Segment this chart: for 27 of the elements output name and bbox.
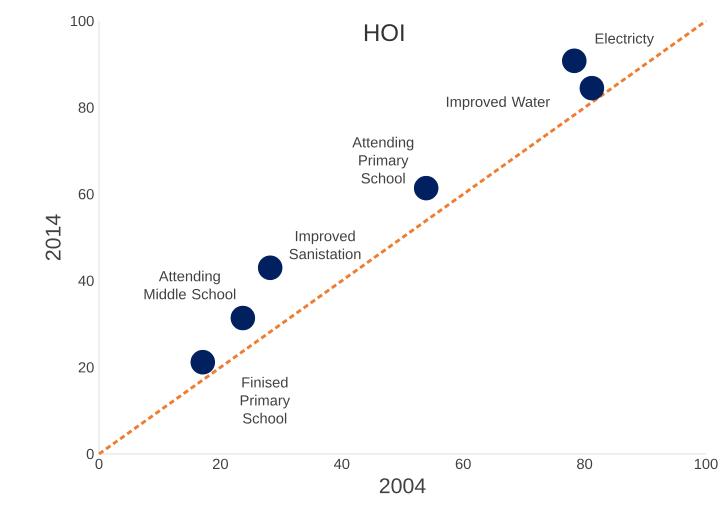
x-tick-label: 60	[456, 458, 471, 470]
annotation: Electricty	[596, 32, 654, 47]
y-tick-label: 100	[70, 16, 94, 26]
annotation: Attending Middle School	[144, 270, 236, 300]
x-tick-label: 80	[577, 458, 592, 470]
x-tick-label: 20	[212, 458, 228, 470]
annotation: Attending Primary School	[352, 136, 414, 184]
annotation: Improved Water	[446, 96, 550, 110]
y-tick-label: 40	[78, 276, 94, 286]
y-tick-label: 20	[78, 362, 94, 373]
y-tick-label: 0	[86, 448, 94, 460]
annotation: Finised Primary School	[240, 376, 290, 424]
point	[414, 176, 438, 200]
x-tick-label: 40	[334, 458, 350, 470]
point	[190, 350, 216, 374]
y-tick-label: 80	[78, 102, 94, 113]
x-tick-label: 0	[95, 458, 102, 470]
annotation: Improved Sanistation	[290, 230, 360, 260]
point	[258, 256, 282, 280]
point	[562, 48, 587, 74]
x-axis-title: 2004	[380, 478, 426, 494]
point	[230, 306, 256, 330]
point	[580, 76, 604, 100]
y-tick-label: 60	[78, 189, 94, 200]
chart-title: HOI	[364, 24, 404, 42]
y-axis-title: 2014	[46, 214, 61, 260]
x-tick-label: 100	[694, 458, 718, 470]
